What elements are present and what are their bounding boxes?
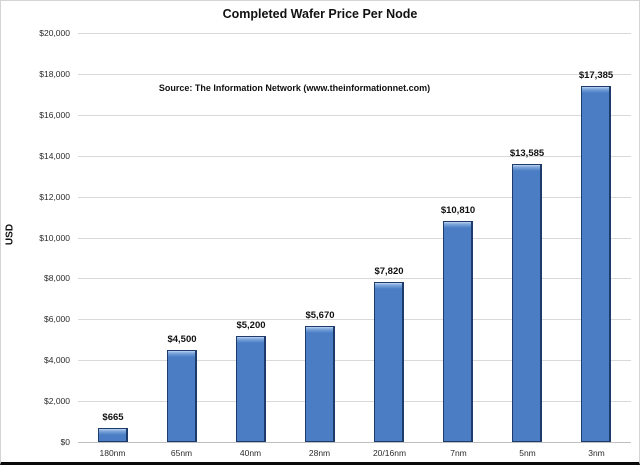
- bar-value-label: $13,585: [509, 148, 545, 159]
- gridline: [78, 401, 631, 402]
- x-tick-label: 65nm: [170, 448, 193, 458]
- gridline: [78, 238, 631, 239]
- x-tick-label: 20/16nm: [372, 448, 407, 458]
- x-axis-line: [78, 442, 631, 443]
- source-note: Source: The Information Network (www.the…: [158, 83, 431, 93]
- x-tick-label: 180nm: [99, 448, 126, 458]
- bar-value-label: $4,500: [167, 334, 197, 345]
- bar-40nm: [236, 336, 266, 442]
- bar-3nm: [581, 86, 611, 442]
- bar-7nm: [443, 221, 473, 442]
- gridline: [78, 33, 631, 34]
- bar-20-16nm: [374, 282, 404, 442]
- y-tick-label: $20,000: [39, 28, 70, 38]
- bar-65nm: [167, 350, 197, 442]
- bar-28nm: [305, 326, 335, 442]
- x-tick-label: 7nm: [450, 448, 467, 458]
- gridline: [78, 278, 631, 279]
- gridline: [78, 197, 631, 198]
- chart-title: Completed Wafer Price Per Node: [222, 7, 418, 21]
- x-tick-label: 28nm: [308, 448, 331, 458]
- gridline: [78, 74, 631, 75]
- y-tick-label: $6,000: [44, 314, 70, 324]
- gridline: [78, 115, 631, 116]
- y-tick-label: $16,000: [39, 110, 70, 120]
- y-tick-label: $10,000: [39, 233, 70, 243]
- y-tick-label: $18,000: [39, 69, 70, 79]
- y-tick-label: $8,000: [44, 273, 70, 283]
- bar-value-label: $17,385: [578, 70, 614, 81]
- gridline: [78, 319, 631, 320]
- x-tick-label: 5nm: [519, 448, 536, 458]
- bar-value-label: $5,200: [236, 320, 266, 331]
- x-tick-label: 3nm: [588, 448, 605, 458]
- bar-value-label: $7,820: [374, 266, 404, 277]
- y-tick-label: $4,000: [44, 355, 70, 365]
- y-tick-label: $14,000: [39, 151, 70, 161]
- gridline: [78, 360, 631, 361]
- y-tick-label: $0: [60, 437, 70, 447]
- bar-value-label: $5,670: [305, 310, 335, 321]
- bar-value-label: $665: [102, 412, 124, 423]
- bar-value-label: $10,810: [440, 205, 476, 216]
- gridline: [78, 156, 631, 157]
- bar-180nm: [98, 428, 128, 442]
- x-tick-label: 40nm: [239, 448, 262, 458]
- bar-5nm: [512, 164, 542, 442]
- y-tick-label: $12,000: [39, 192, 70, 202]
- y-tick-label: $2,000: [44, 396, 70, 406]
